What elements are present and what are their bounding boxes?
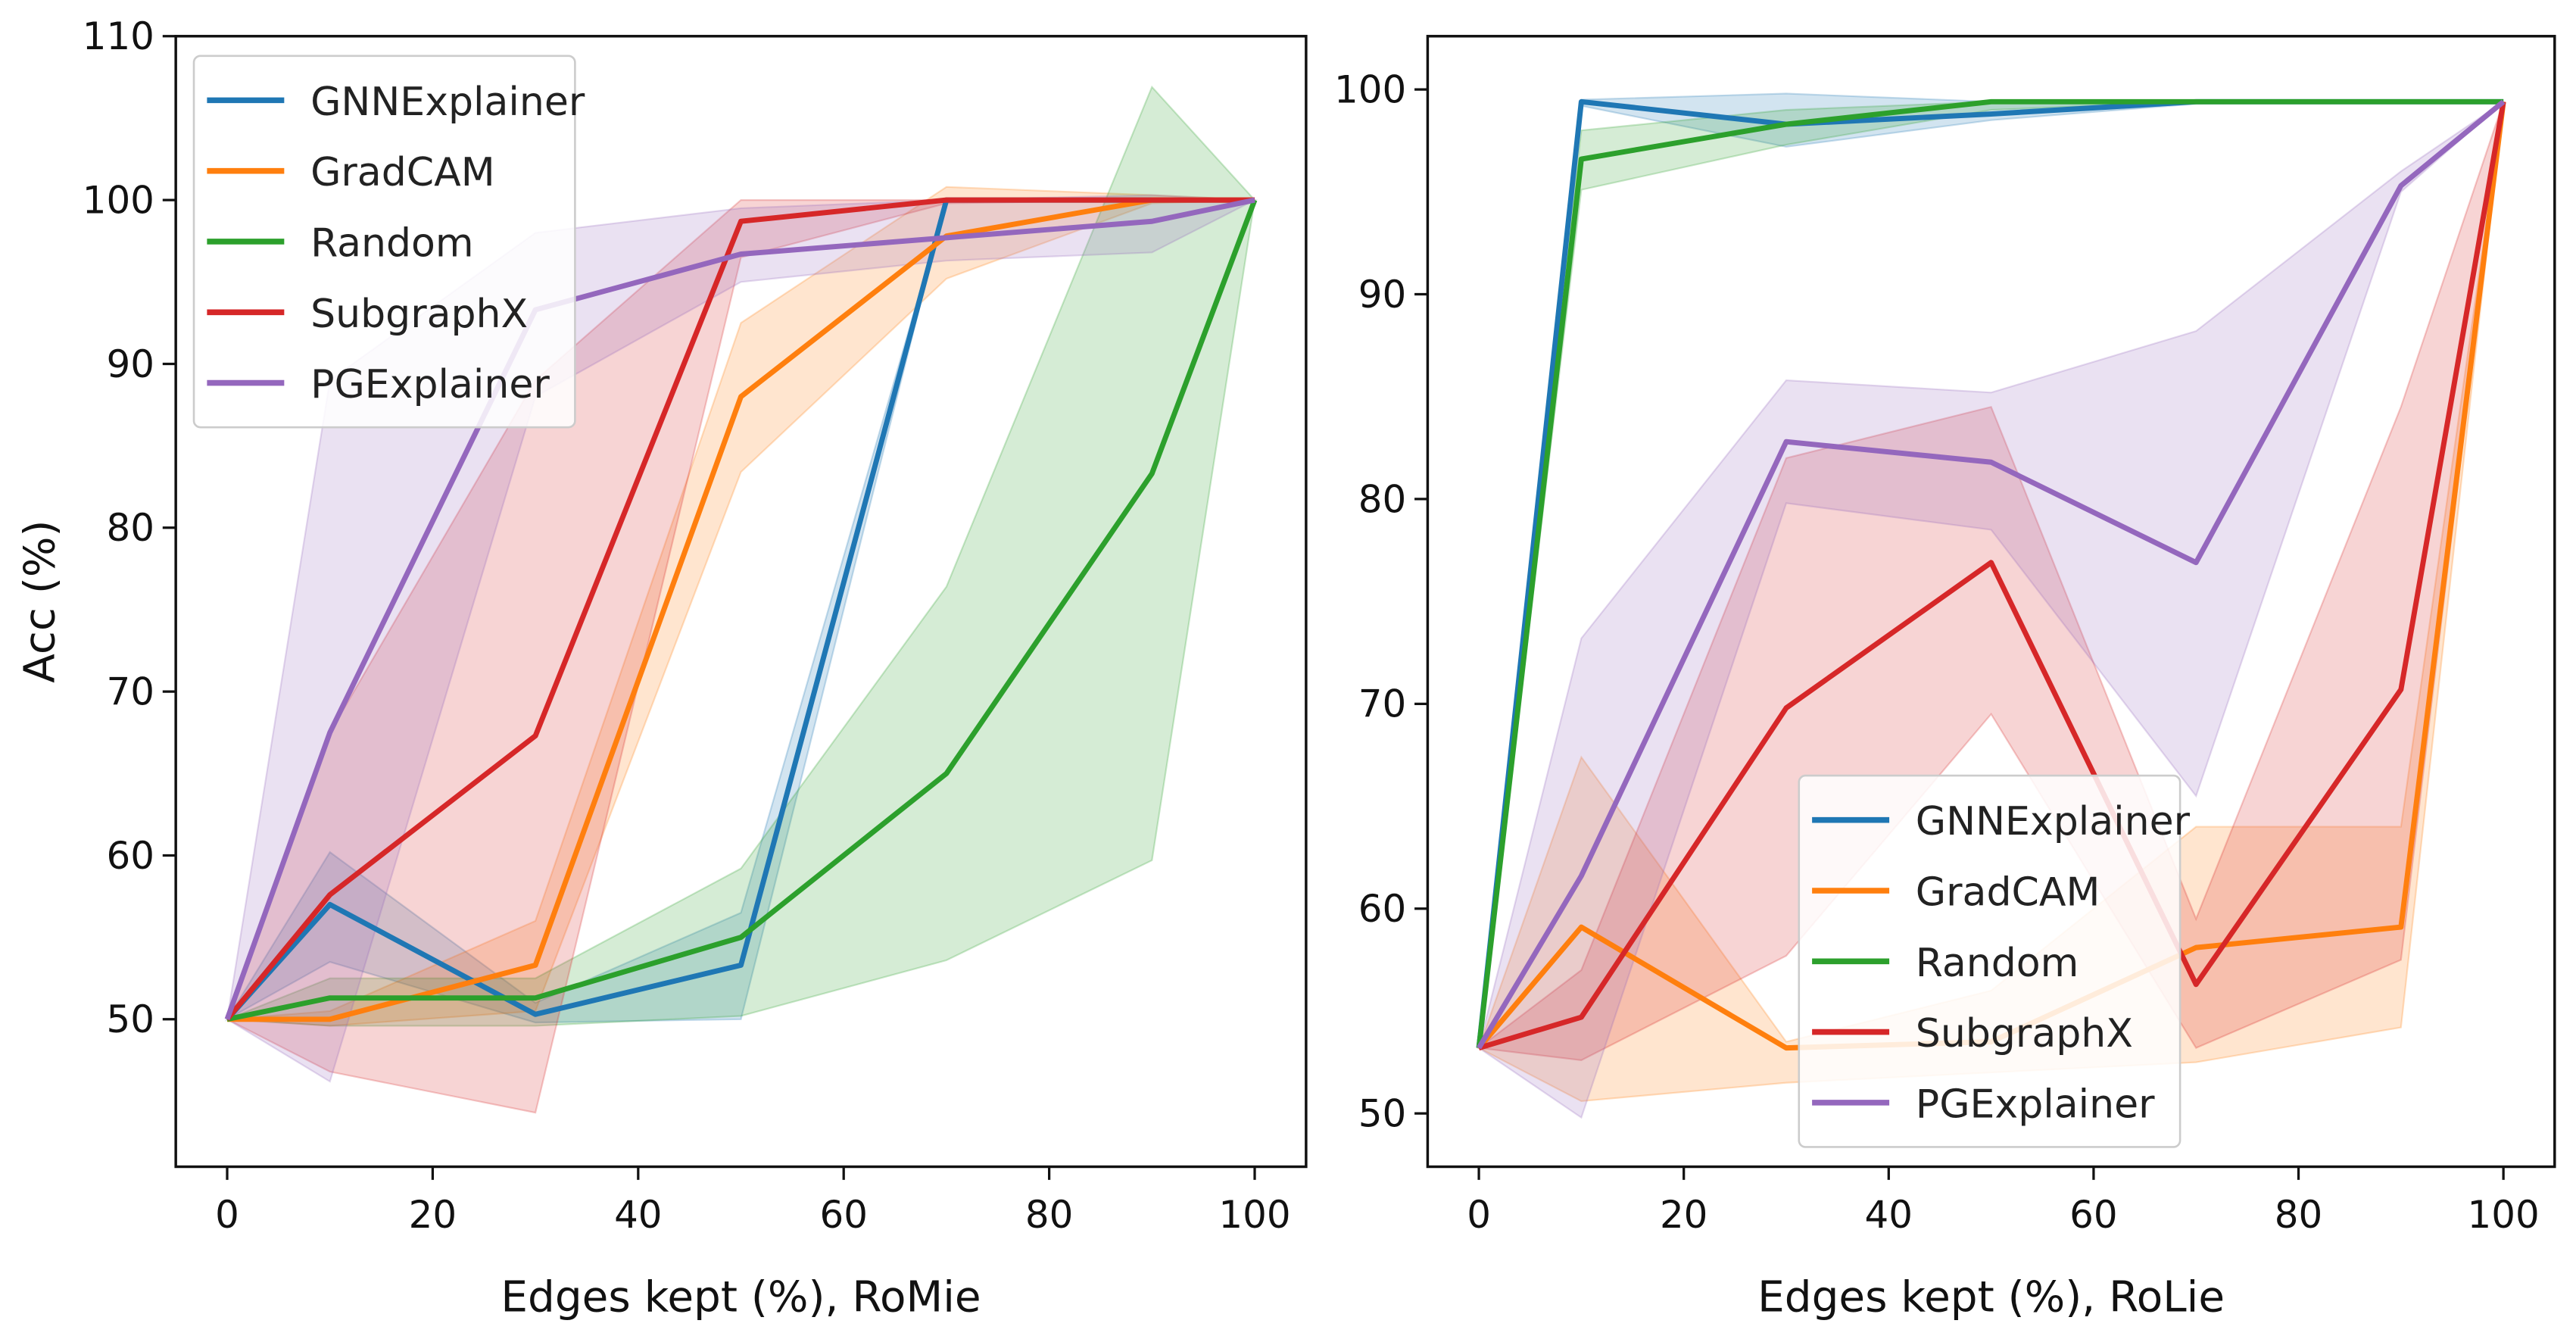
y-tick-label: 70 (1358, 682, 1406, 726)
series-line-random (1476, 98, 2504, 1049)
x-tick-label: 20 (409, 1193, 457, 1237)
x-axis-label: Edges kept (%), RoMie (501, 1272, 981, 1322)
legend: GNNExplainer GradCAM Random SubgraphX PGExpl… (192, 55, 585, 429)
x-tick-label: 20 (1660, 1193, 1707, 1237)
legend: GNNExplainer GradCAM Random SubgraphX PGExpl… (1798, 774, 2191, 1148)
x-tick-label: 100 (2468, 1193, 2540, 1237)
y-tick-label: 90 (106, 342, 154, 386)
chart-1: 0 20 40 60 80 100 50 60 70 80 90 100 110 Edges kept (… (16, 14, 1308, 1322)
legend-label: GradCAM (1916, 870, 2100, 916)
series-line-pgexplainer (224, 197, 1255, 1020)
series-line-subgraphx (1478, 101, 2506, 1050)
x-tick-label: 40 (614, 1193, 662, 1237)
x-tick-label: 40 (1865, 1193, 1913, 1237)
y-tick-label: 50 (106, 997, 154, 1041)
y-tick-label: 110 (83, 14, 154, 58)
legend-box (192, 55, 576, 429)
band-gnnexplainer (1477, 92, 2504, 1048)
x-tick-label: 0 (215, 1193, 239, 1237)
y-tick-label: 50 (1358, 1092, 1406, 1136)
legend-label: Random (310, 221, 474, 267)
x-tick-label: 0 (1467, 1193, 1491, 1237)
legend-label: GNNExplainer (1916, 799, 2191, 844)
legend-label: PGExplainer (1916, 1082, 2155, 1127)
legend-label: GradCAM (310, 150, 495, 195)
x-tick-label: 60 (819, 1193, 867, 1237)
series-line-pgexplainer (1477, 99, 2506, 1050)
legend-label: PGExplainer (310, 362, 550, 407)
x-tick-label: 80 (1025, 1193, 1073, 1237)
legend-label: Random (1916, 941, 2079, 986)
y-tick-label: 80 (106, 506, 154, 550)
y-tick-label: 60 (106, 834, 154, 878)
band-random (1477, 101, 2504, 1048)
y-tick-label: 60 (1358, 887, 1406, 931)
axes-frame (1426, 35, 2556, 1169)
y-tick-label: 70 (106, 670, 154, 713)
series-line-random (226, 198, 1258, 1022)
x-tick-label: 60 (2069, 1193, 2117, 1237)
x-tick-label: 80 (2275, 1193, 2322, 1237)
band-gnnexplainer (224, 199, 1255, 1024)
y-tick-label: 90 (1358, 273, 1406, 317)
series-line-subgraphx (225, 197, 1255, 1021)
y-axis-label: Acc (%) (16, 520, 65, 683)
y-tick-label: 100 (1334, 67, 1406, 111)
axes-frame (174, 35, 1308, 1169)
y-tick-label: 80 (1358, 477, 1406, 521)
y-tick-label: 100 (83, 178, 154, 222)
chart-2: 0 20 40 60 80 100 50 60 70 80 90 100 Edges kept (%),… (1334, 35, 2556, 1322)
legend-box (1798, 774, 2181, 1148)
x-axis-label: Edges kept (%), RoLie (1757, 1272, 2225, 1322)
legend-label: SubgraphX (1916, 1011, 2133, 1057)
legend-label: GNNExplainer (310, 80, 585, 125)
legend-label: SubgraphX (310, 292, 528, 337)
x-tick-label: 100 (1218, 1193, 1290, 1237)
